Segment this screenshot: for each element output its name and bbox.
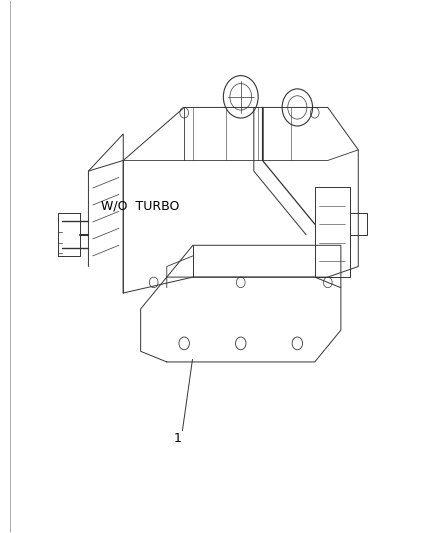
Text: W/O  TURBO: W/O TURBO (102, 199, 180, 212)
Text: 1: 1 (174, 432, 182, 446)
